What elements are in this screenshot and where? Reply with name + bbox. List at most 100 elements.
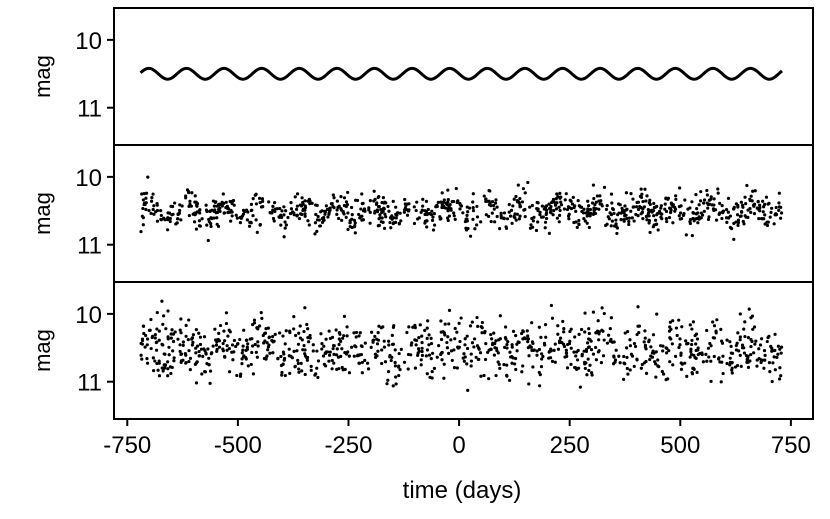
data-point: [254, 202, 259, 206]
data-point: [569, 206, 574, 211]
data-point: [384, 215, 388, 219]
data-point: [484, 342, 488, 346]
data-point: [514, 194, 518, 199]
data-point: [710, 203, 714, 207]
data-point: [537, 347, 542, 352]
data-point: [287, 347, 291, 351]
data-point: [779, 205, 783, 209]
data-point: [730, 360, 734, 365]
data-point: [181, 343, 185, 347]
data-point: [469, 352, 473, 356]
data-point: [409, 343, 413, 347]
data-point: [596, 319, 600, 323]
data-point: [518, 196, 522, 201]
data-point: [689, 350, 693, 354]
data-point: [366, 361, 370, 365]
data-point: [225, 348, 229, 352]
data-point: [249, 202, 254, 206]
data-point: [353, 231, 357, 235]
data-point: [770, 379, 774, 384]
data-point: [458, 339, 462, 344]
data-point: [167, 211, 172, 215]
data-point: [615, 231, 619, 236]
data-point: [661, 344, 665, 348]
data-point: [659, 204, 663, 208]
data-point: [402, 210, 406, 214]
data-point: [714, 329, 718, 333]
data-point: [763, 222, 767, 226]
data-point: [592, 196, 596, 201]
data-point: [373, 211, 377, 215]
data-point: [208, 381, 212, 385]
data-point: [649, 345, 653, 349]
data-point: [657, 365, 661, 369]
data-point: [283, 342, 287, 346]
data-point: [690, 338, 694, 343]
data-point: [342, 334, 346, 338]
data-point: [641, 207, 645, 211]
data-point: [252, 321, 257, 325]
data-point: [295, 192, 300, 196]
data-point: [635, 357, 639, 361]
data-point: [530, 216, 534, 221]
data-point: [289, 207, 294, 211]
data-point: [453, 337, 457, 341]
data-point: [772, 355, 776, 359]
data-point: [701, 360, 706, 364]
data-point: [513, 212, 517, 216]
data-point: [166, 374, 170, 378]
data-point: [706, 202, 710, 207]
data-point: [157, 329, 161, 333]
data-point: [470, 341, 475, 345]
data-point: [371, 340, 375, 344]
data-point: [643, 329, 647, 333]
data-point: [612, 355, 616, 359]
data-point: [730, 371, 734, 375]
data-point: [610, 207, 615, 211]
data-point: [607, 217, 611, 221]
data-point: [300, 369, 304, 373]
data-point: [224, 206, 228, 210]
data-point: [479, 220, 483, 224]
data-point: [267, 343, 271, 347]
data-point: [224, 200, 228, 204]
data-point: [463, 343, 467, 347]
data-point: [576, 348, 580, 353]
data-point: [141, 198, 145, 202]
data-point: [323, 212, 327, 216]
data-point: [332, 206, 336, 210]
data-point: [150, 196, 154, 200]
data-point: [241, 344, 245, 348]
data-point: [668, 336, 672, 340]
x-tick-label: 750: [771, 432, 811, 459]
data-point: [735, 213, 740, 217]
data-point: [462, 352, 466, 356]
data-point: [194, 346, 198, 350]
data-point: [663, 202, 667, 206]
data-point: [317, 218, 321, 222]
data-point: [697, 203, 701, 207]
data-point: [250, 337, 254, 341]
data-point: [309, 364, 313, 368]
data-point: [166, 309, 170, 313]
data-point: [280, 370, 284, 375]
data-point: [683, 198, 687, 202]
data-point: [368, 210, 372, 214]
data-point: [260, 197, 265, 201]
data-point: [736, 220, 741, 225]
data-point: [559, 336, 563, 340]
data-point: [247, 224, 252, 228]
data-point: [515, 212, 519, 216]
data-point: [596, 350, 601, 354]
data-point: [678, 186, 682, 190]
data-point: [742, 346, 746, 350]
y-axis-label: mag: [30, 55, 55, 98]
data-point: [684, 339, 688, 343]
data-point: [227, 328, 231, 332]
data-point: [547, 207, 552, 211]
data-point: [346, 190, 350, 195]
data-point: [171, 332, 176, 336]
data-point: [452, 365, 457, 370]
data-point: [465, 205, 469, 209]
data-point: [761, 210, 765, 214]
